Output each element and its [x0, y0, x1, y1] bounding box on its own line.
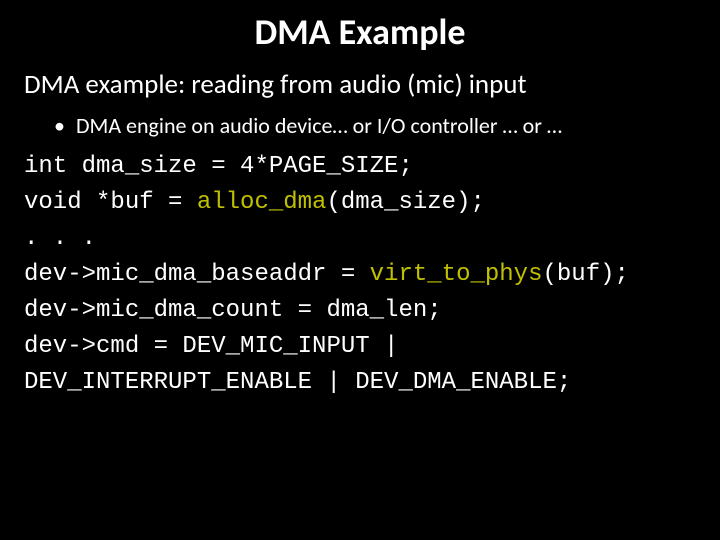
slide-subtitle: DMA example: reading from audio (mic) in…	[24, 68, 696, 101]
code-text: void *buf =	[24, 189, 197, 216]
code-text: (dma_size);	[326, 189, 484, 216]
code-fn-alloc-dma: alloc_dma	[197, 189, 327, 216]
code-text: dev->mic_dma_baseaddr =	[24, 261, 370, 288]
code-line: dev->mic_dma_baseaddr = virt_to_phys(buf…	[24, 261, 629, 288]
slide: DMA Example DMA example: reading from au…	[0, 0, 720, 540]
code-line: int dma_size = 4*PAGE_SIZE;	[24, 153, 413, 180]
code-line: . . .	[24, 225, 96, 252]
code-block: int dma_size = 4*PAGE_SIZE; void *buf = …	[24, 149, 696, 401]
slide-title: DMA Example	[24, 10, 696, 54]
code-line: dev->cmd = DEV_MIC_INPUT | DEV_INTERRUPT…	[24, 333, 571, 396]
code-text: (buf);	[542, 261, 628, 288]
code-fn-virt-to-phys: virt_to_phys	[370, 261, 543, 288]
code-line: void *buf = alloc_dma(dma_size);	[24, 189, 485, 216]
code-line: dev->mic_dma_count = dma_len;	[24, 297, 442, 324]
bullet-list: DMA engine on audio device… or I/O contr…	[54, 111, 696, 141]
bullet-item: DMA engine on audio device… or I/O contr…	[54, 111, 696, 141]
